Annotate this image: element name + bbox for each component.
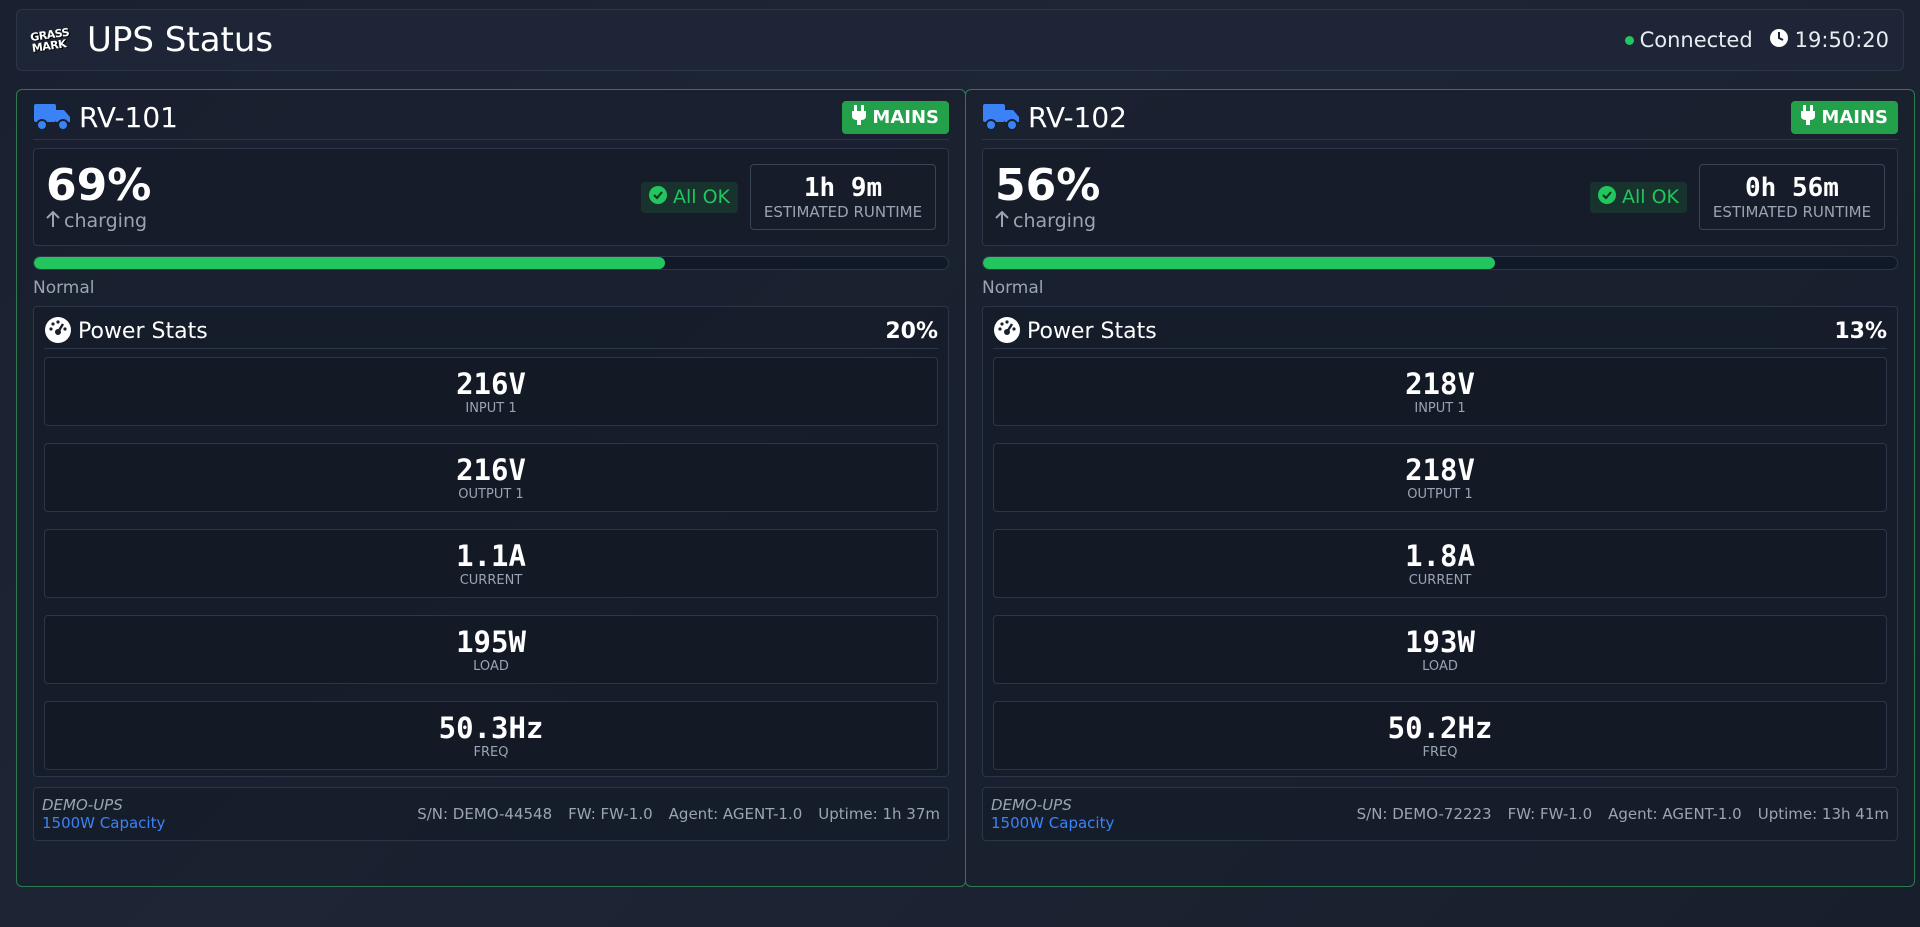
app-header: GRASS MARK UPS Status Connected 19:50:20 [16,9,1904,71]
stat-freq: 50.2Hz FREQ [993,701,1887,770]
battery-progress-fill [34,257,665,269]
brand-logo: GRASS MARK [29,25,70,55]
ups-panel-rv-101: RV-101 MAINS 69% charging All OK 1h 9 [16,89,966,887]
charge-state: charging [46,210,151,233]
health-badge: All OK [1589,181,1687,213]
clock: 19:50:20 [1769,28,1889,53]
stats-title: Power Stats [78,319,208,344]
unit-name: RV-101 [79,101,178,134]
stat-freq: 50.3Hz FREQ [44,701,938,770]
battery-progress-bar [33,256,949,270]
connection-status: Connected [1624,28,1753,52]
stats-percentage: 13% [1834,319,1887,344]
unit-name: RV-102 [1028,101,1127,134]
truck-icon [982,101,1020,135]
stat-current: 1.1A CURRENT [44,529,938,598]
battery-percentage: 69% [46,159,152,211]
arrow-up-icon [46,210,60,233]
firmware-version: FW: FW-1.0 [568,805,653,823]
device-info: DEMO-UPS 1500W Capacity S/N: DEMO-44548 … [33,787,949,841]
uptime: Uptime: 1h 37m [818,805,940,823]
power-source-badge: MAINS [1791,101,1898,134]
power-source-badge: MAINS [842,101,949,134]
status-text: Normal [982,278,1044,298]
status-dot-icon [1624,35,1634,45]
serial-number: S/N: DEMO-72223 [1356,805,1492,823]
uptime: Uptime: 13h 41m [1757,805,1889,823]
gauge-icon [44,316,72,348]
clock-icon [1769,28,1789,53]
runtime-box: 1h 9m ESTIMATED RUNTIME [750,164,936,230]
stat-load: 195W LOAD [44,615,938,684]
plug-icon [1801,105,1816,130]
device-info: DEMO-UPS 1500W Capacity S/N: DEMO-72223 … [982,787,1898,841]
stat-current: 1.8A CURRENT [993,529,1887,598]
agent-version: Agent: AGENT-1.0 [668,805,803,823]
runtime-value: 0h 56m [1745,173,1839,203]
model-name: DEMO-UPS [991,796,1072,814]
runtime-box: 0h 56m ESTIMATED RUNTIME [1699,164,1885,230]
battery-percentage: 56% [995,159,1101,211]
plug-icon [852,105,867,130]
runtime-value: 1h 9m [803,173,883,203]
battery-summary: 69% charging All OK 1h 9m ESTIMATED RUNT… [33,148,949,246]
check-circle-icon [1597,185,1616,209]
gauge-icon [993,316,1021,348]
ups-panel-rv-102: RV-102 MAINS 56% charging All OK 0h 5 [965,89,1915,887]
stats-title: Power Stats [1027,319,1157,344]
power-stats: Power Stats 20% 216V INPUT 1 216V OUTPUT… [33,306,949,777]
capacity: 1500W Capacity [42,814,166,832]
truck-icon [33,101,71,135]
check-circle-icon [648,185,667,209]
stats-percentage: 20% [885,319,938,344]
serial-number: S/N: DEMO-44548 [417,805,553,823]
stat-load: 193W LOAD [993,615,1887,684]
battery-progress-fill [983,257,1495,269]
capacity: 1500W Capacity [991,814,1115,832]
runtime-label: ESTIMATED RUNTIME [763,203,923,221]
power-stats: Power Stats 13% 218V INPUT 1 218V OUTPUT… [982,306,1898,777]
battery-progress-bar [982,256,1898,270]
agent-version: Agent: AGENT-1.0 [1608,805,1742,823]
battery-summary: 56% charging All OK 0h 56m ESTIMATED RUN… [982,148,1898,246]
stat-output: 218V OUTPUT 1 [993,443,1887,512]
model-name: DEMO-UPS [42,796,123,814]
page-title: UPS Status [87,20,274,60]
arrow-up-icon [995,210,1009,233]
health-badge: All OK [640,181,738,213]
stat-input: 218V INPUT 1 [993,357,1887,426]
charge-state: charging [995,210,1100,233]
runtime-label: ESTIMATED RUNTIME [1712,203,1872,221]
stat-output: 216V OUTPUT 1 [44,443,938,512]
status-text: Normal [33,278,95,298]
stat-input: 216V INPUT 1 [44,357,938,426]
firmware-version: FW: FW-1.0 [1507,805,1593,823]
